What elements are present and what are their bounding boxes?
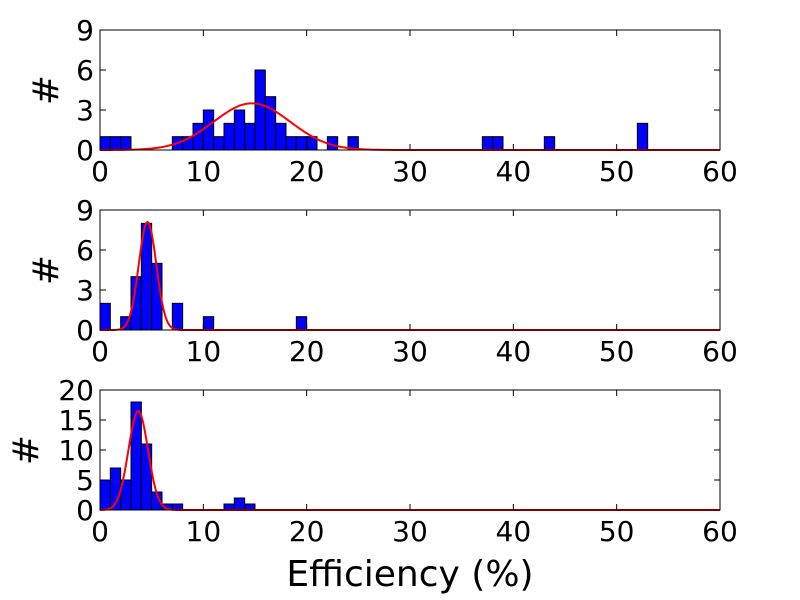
x-tick-label: 10 [186, 335, 222, 368]
histogram-bar [171, 302, 184, 331]
histogram-bar [233, 109, 246, 151]
histogram-bar [295, 136, 308, 151]
y-axis-label: # [26, 255, 67, 285]
panel-1: 0 10 20 30 40 50 60 0 3 6 9 # [26, 14, 738, 188]
x-tick-label: 0 [91, 335, 109, 368]
axes-frame [99, 209, 721, 331]
histogram-bar [140, 443, 153, 511]
y-tick-label: 20 [58, 374, 94, 407]
x-tick-label: 0 [91, 155, 109, 188]
y-tick-label: 0 [76, 314, 94, 347]
x-tick-label: 20 [289, 335, 325, 368]
x-axis-label: Efficiency (%) [286, 554, 533, 595]
histogram-bar [264, 96, 277, 151]
x-tick-label: 60 [702, 515, 738, 548]
x-tick-label: 0 [91, 515, 109, 548]
histogram-bar [99, 479, 111, 511]
histogram-bar [223, 122, 235, 151]
histogram-bar [202, 109, 215, 151]
x-tick-label: 40 [496, 335, 532, 368]
y-tick-label: 9 [76, 194, 94, 227]
y-axis-label: # [6, 435, 47, 465]
x-tick-label: 20 [289, 515, 325, 548]
histogram-bar [285, 136, 297, 151]
histogram-bar [233, 497, 246, 511]
y-tick-label: 5 [76, 464, 94, 497]
histogram-bar [492, 136, 504, 151]
y-tick-label: 6 [76, 54, 94, 87]
x-tick-label: 30 [392, 155, 428, 188]
y-tick-label: 15 [58, 404, 94, 437]
gaussian-fit-line [100, 220, 720, 331]
x-tick-label: 20 [289, 155, 325, 188]
x-tick-label: 40 [496, 155, 532, 188]
y-tick-label: 3 [76, 94, 94, 127]
x-tick-label: 50 [599, 515, 635, 548]
panel-2: 0 10 20 30 40 50 60 0 3 6 9 # [26, 194, 738, 368]
histogram-bars [99, 401, 256, 511]
y-tick-label: 9 [76, 14, 94, 47]
y-tick-label: 0 [76, 134, 94, 167]
histogram-bar [636, 122, 649, 151]
axes-frame [99, 389, 721, 511]
y-tick-label: 10 [58, 434, 94, 467]
histogram-bars [99, 69, 649, 151]
histogram-bar [543, 136, 556, 151]
histogram-bar [99, 136, 111, 151]
y-tick-label: 6 [76, 234, 94, 267]
histogram-bar [213, 136, 225, 151]
x-tick-label: 40 [496, 515, 532, 548]
histogram-bar [275, 122, 287, 151]
histogram-bar [99, 302, 111, 331]
x-tick-label: 30 [392, 335, 428, 368]
histogram-bar [130, 401, 142, 511]
y-tick-label: 3 [76, 274, 94, 307]
x-tick-label: 60 [702, 335, 738, 368]
y-tick-label: 0 [76, 494, 94, 527]
histogram-bar [109, 136, 122, 151]
histogram-bar [254, 69, 266, 151]
x-tick-label: 50 [599, 335, 635, 368]
x-tick-label: 60 [702, 155, 738, 188]
histogram-bar [481, 136, 494, 151]
histogram-bar [202, 316, 215, 331]
gaussian-fit-line [99, 409, 720, 511]
histogram-bar [295, 316, 308, 331]
x-tick-label: 30 [392, 515, 428, 548]
x-tick-label: 10 [186, 515, 222, 548]
histogram-bar [244, 122, 256, 151]
x-tick-label: 50 [599, 155, 635, 188]
x-tick-label: 10 [186, 155, 222, 188]
histogram-bar [120, 136, 132, 151]
y-axis-label: # [26, 75, 67, 105]
histogram-bar [192, 122, 204, 151]
